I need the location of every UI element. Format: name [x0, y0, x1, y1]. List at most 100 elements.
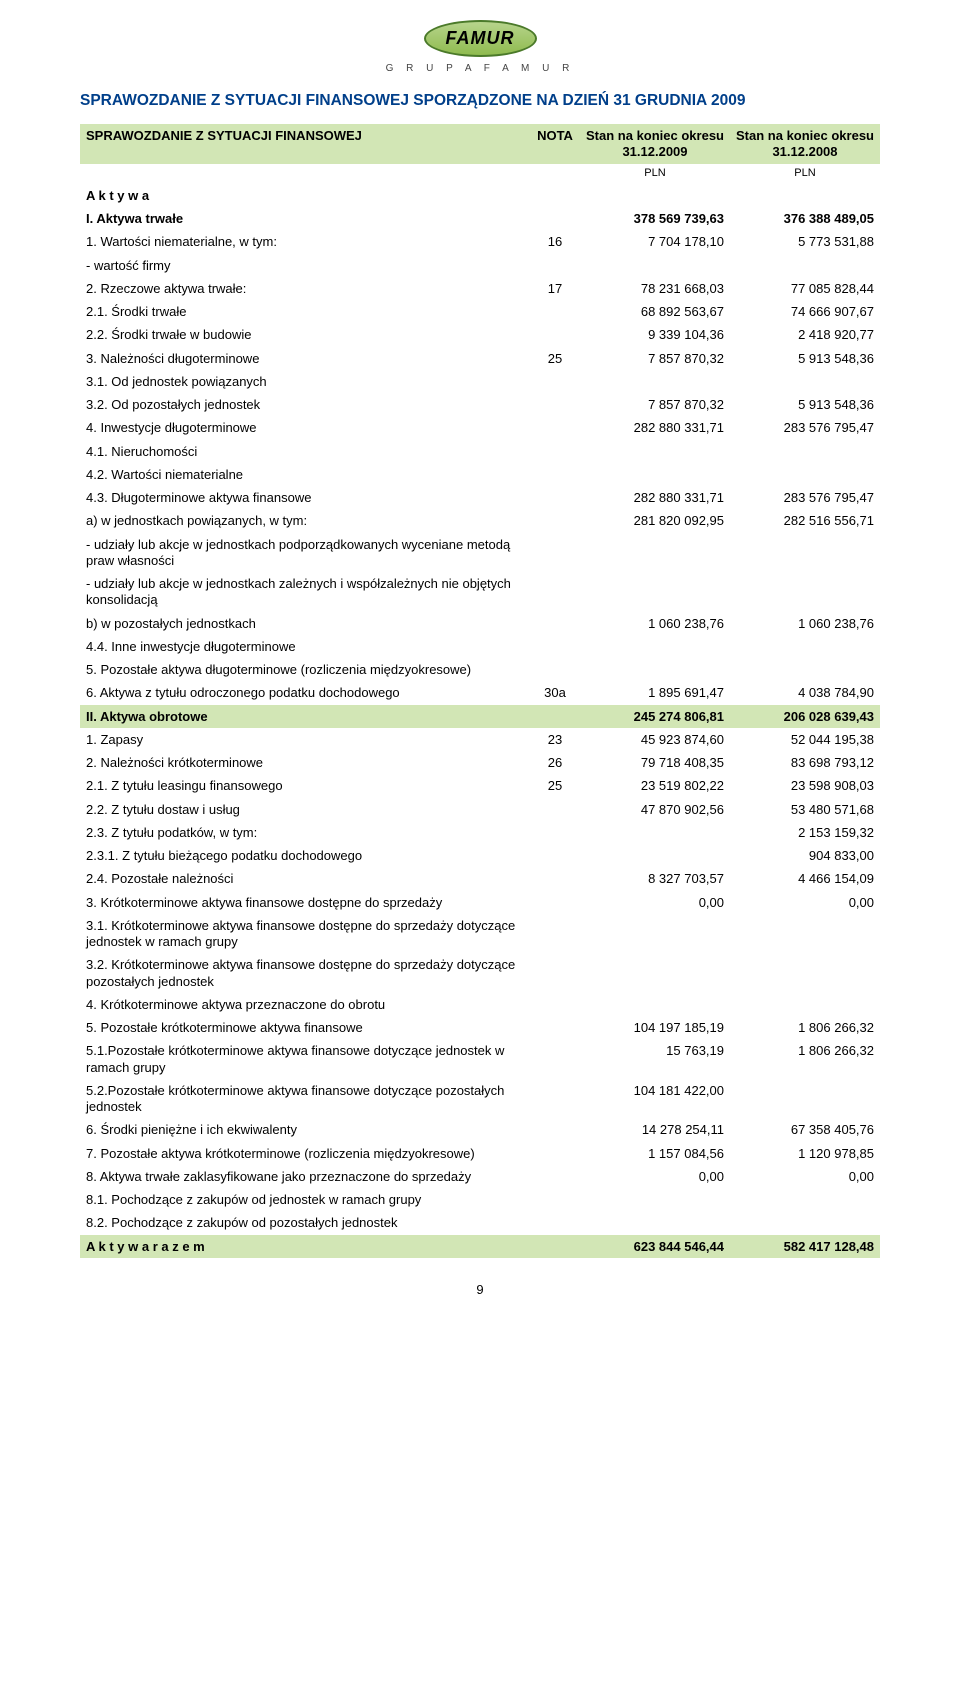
row-value-2009 [580, 370, 730, 393]
row-label: 8.2. Pochodzące z zakupów od pozostałych… [80, 1212, 530, 1235]
total-row: A k t y w a r a z e m 623 844 546,44 582… [80, 1235, 880, 1258]
row-value-2008 [730, 463, 880, 486]
currency-1: PLN [580, 164, 730, 185]
table-row: 6. Środki pieniężne i ich ekwiwalenty14 … [80, 1119, 880, 1142]
row-label: 3.2. Od pozostałych jednostek [80, 394, 530, 417]
table-header-row: SPRAWOZDANIE Z SYTUACJI FINANSOWEJ NOTA … [80, 124, 880, 164]
table-row: 2.3.1. Z tytułu bieżącego podatku dochod… [80, 845, 880, 868]
row-nota: 23 [530, 728, 580, 751]
row-label: 2.2. Środki trwałe w budowie [80, 324, 530, 347]
row-value-2009 [580, 463, 730, 486]
row-label: 2.1. Środki trwałe [80, 301, 530, 324]
row-value-2008: 2 418 920,77 [730, 324, 880, 347]
row-label: 2. Rzeczowe aktywa trwałe: [80, 277, 530, 300]
row-value-2009: 45 923 874,60 [580, 728, 730, 751]
row-value-2009 [580, 635, 730, 658]
row-nota [530, 324, 580, 347]
row-value-2008: 0,00 [730, 1165, 880, 1188]
row-label: 3.1. Od jednostek powiązanych [80, 370, 530, 393]
row-value-2009: 1 060 238,76 [580, 612, 730, 635]
row-value-2009: 282 880 331,71 [580, 417, 730, 440]
row-value-2008 [730, 635, 880, 658]
row-value-2009 [580, 440, 730, 463]
row-value-2009 [580, 659, 730, 682]
currency-2: PLN [730, 164, 880, 185]
total-label: A k t y w a r a z e m [80, 1235, 530, 1258]
row-nota [530, 394, 580, 417]
row-value-2008: 1 060 238,76 [730, 612, 880, 635]
row-value-2008: 904 833,00 [730, 845, 880, 868]
row-nota: 25 [530, 347, 580, 370]
row-nota [530, 487, 580, 510]
row-value-2009: 47 870 902,56 [580, 798, 730, 821]
table-row: 3.1. Od jednostek powiązanych [80, 370, 880, 393]
total-v2: 582 417 128,48 [730, 1235, 880, 1258]
row-value-2009: 7 857 870,32 [580, 394, 730, 417]
row-value-2008 [730, 659, 880, 682]
table-row: 6. Aktywa z tytułu odroczonego podatku d… [80, 682, 880, 705]
row-label: 2.3. Z tytułu podatków, w tym: [80, 821, 530, 844]
table-row: - udziały lub akcje w jednostkach zależn… [80, 573, 880, 613]
row-label: 8.1. Pochodzące z zakupów od jednostek w… [80, 1189, 530, 1212]
row-value-2008: 23 598 908,03 [730, 775, 880, 798]
section2-label: II. Aktywa obrotowe [80, 705, 530, 728]
row-value-2008 [730, 1079, 880, 1119]
row-label: 2.3.1. Z tytułu bieżącego podatku dochod… [80, 845, 530, 868]
table-row: 4.2. Wartości niematerialne [80, 463, 880, 486]
row-nota [530, 993, 580, 1016]
row-nota [530, 635, 580, 658]
row-value-2009: 0,00 [580, 1165, 730, 1188]
row-value-2008: 5 913 548,36 [730, 347, 880, 370]
row-nota [530, 612, 580, 635]
row-nota [530, 208, 580, 231]
row-nota [530, 821, 580, 844]
row-value-2008: 2 153 159,32 [730, 821, 880, 844]
row-value-2008: 376 388 489,05 [730, 208, 880, 231]
row-value-2008: 83 698 793,12 [730, 752, 880, 775]
row-nota [530, 1189, 580, 1212]
row-value-2009: 104 197 185,19 [580, 1017, 730, 1040]
row-value-2009 [580, 821, 730, 844]
row-nota [530, 254, 580, 277]
row-nota [530, 845, 580, 868]
row-nota [530, 417, 580, 440]
row-value-2009 [580, 845, 730, 868]
table-row: - wartość firmy [80, 254, 880, 277]
row-label: 1. Wartości niematerialne, w tym: [80, 231, 530, 254]
row-value-2009 [580, 914, 730, 954]
row-label: 4.1. Nieruchomości [80, 440, 530, 463]
currency-row: PLN PLN [80, 164, 880, 185]
table-row: 5. Pozostałe aktywa długoterminowe (rozl… [80, 659, 880, 682]
row-value-2008: 1 806 266,32 [730, 1017, 880, 1040]
col-description: SPRAWOZDANIE Z SYTUACJI FINANSOWEJ [80, 124, 530, 164]
table-row: 2. Należności krótkoterminowe2679 718 40… [80, 752, 880, 775]
row-label: 3.2. Krótkoterminowe aktywa finansowe do… [80, 954, 530, 994]
row-nota [530, 1212, 580, 1235]
row-nota [530, 440, 580, 463]
row-nota [530, 533, 580, 573]
row-nota [530, 1079, 580, 1119]
row-value-2008: 4 466 154,09 [730, 868, 880, 891]
row-value-2008 [730, 440, 880, 463]
row-value-2009: 282 880 331,71 [580, 487, 730, 510]
logo-brand: FAMUR [424, 20, 537, 57]
table-row: 3. Krótkoterminowe aktywa finansowe dost… [80, 891, 880, 914]
section2-v2: 206 028 639,43 [730, 705, 880, 728]
row-nota [530, 573, 580, 613]
row-value-2009 [580, 533, 730, 573]
col-period-2009: Stan na koniec okresu 31.12.2009 [580, 124, 730, 164]
row-value-2008: 5 773 531,88 [730, 231, 880, 254]
row-value-2008 [730, 573, 880, 613]
table-row: 2.2. Z tytułu dostaw i usług47 870 902,5… [80, 798, 880, 821]
row-value-2008 [730, 993, 880, 1016]
row-value-2008: 5 913 548,36 [730, 394, 880, 417]
row-value-2009 [580, 954, 730, 994]
row-value-2009: 378 569 739,63 [580, 208, 730, 231]
page: FAMUR G R U P A F A M U R SPRAWOZDANIE Z… [0, 0, 960, 1327]
row-value-2009 [580, 1212, 730, 1235]
row-nota [530, 798, 580, 821]
row-value-2009: 9 339 104,36 [580, 324, 730, 347]
table-row: b) w pozostałych jednostkach1 060 238,76… [80, 612, 880, 635]
table-row: 5.2.Pozostałe krótkoterminowe aktywa fin… [80, 1079, 880, 1119]
row-value-2008 [730, 954, 880, 994]
